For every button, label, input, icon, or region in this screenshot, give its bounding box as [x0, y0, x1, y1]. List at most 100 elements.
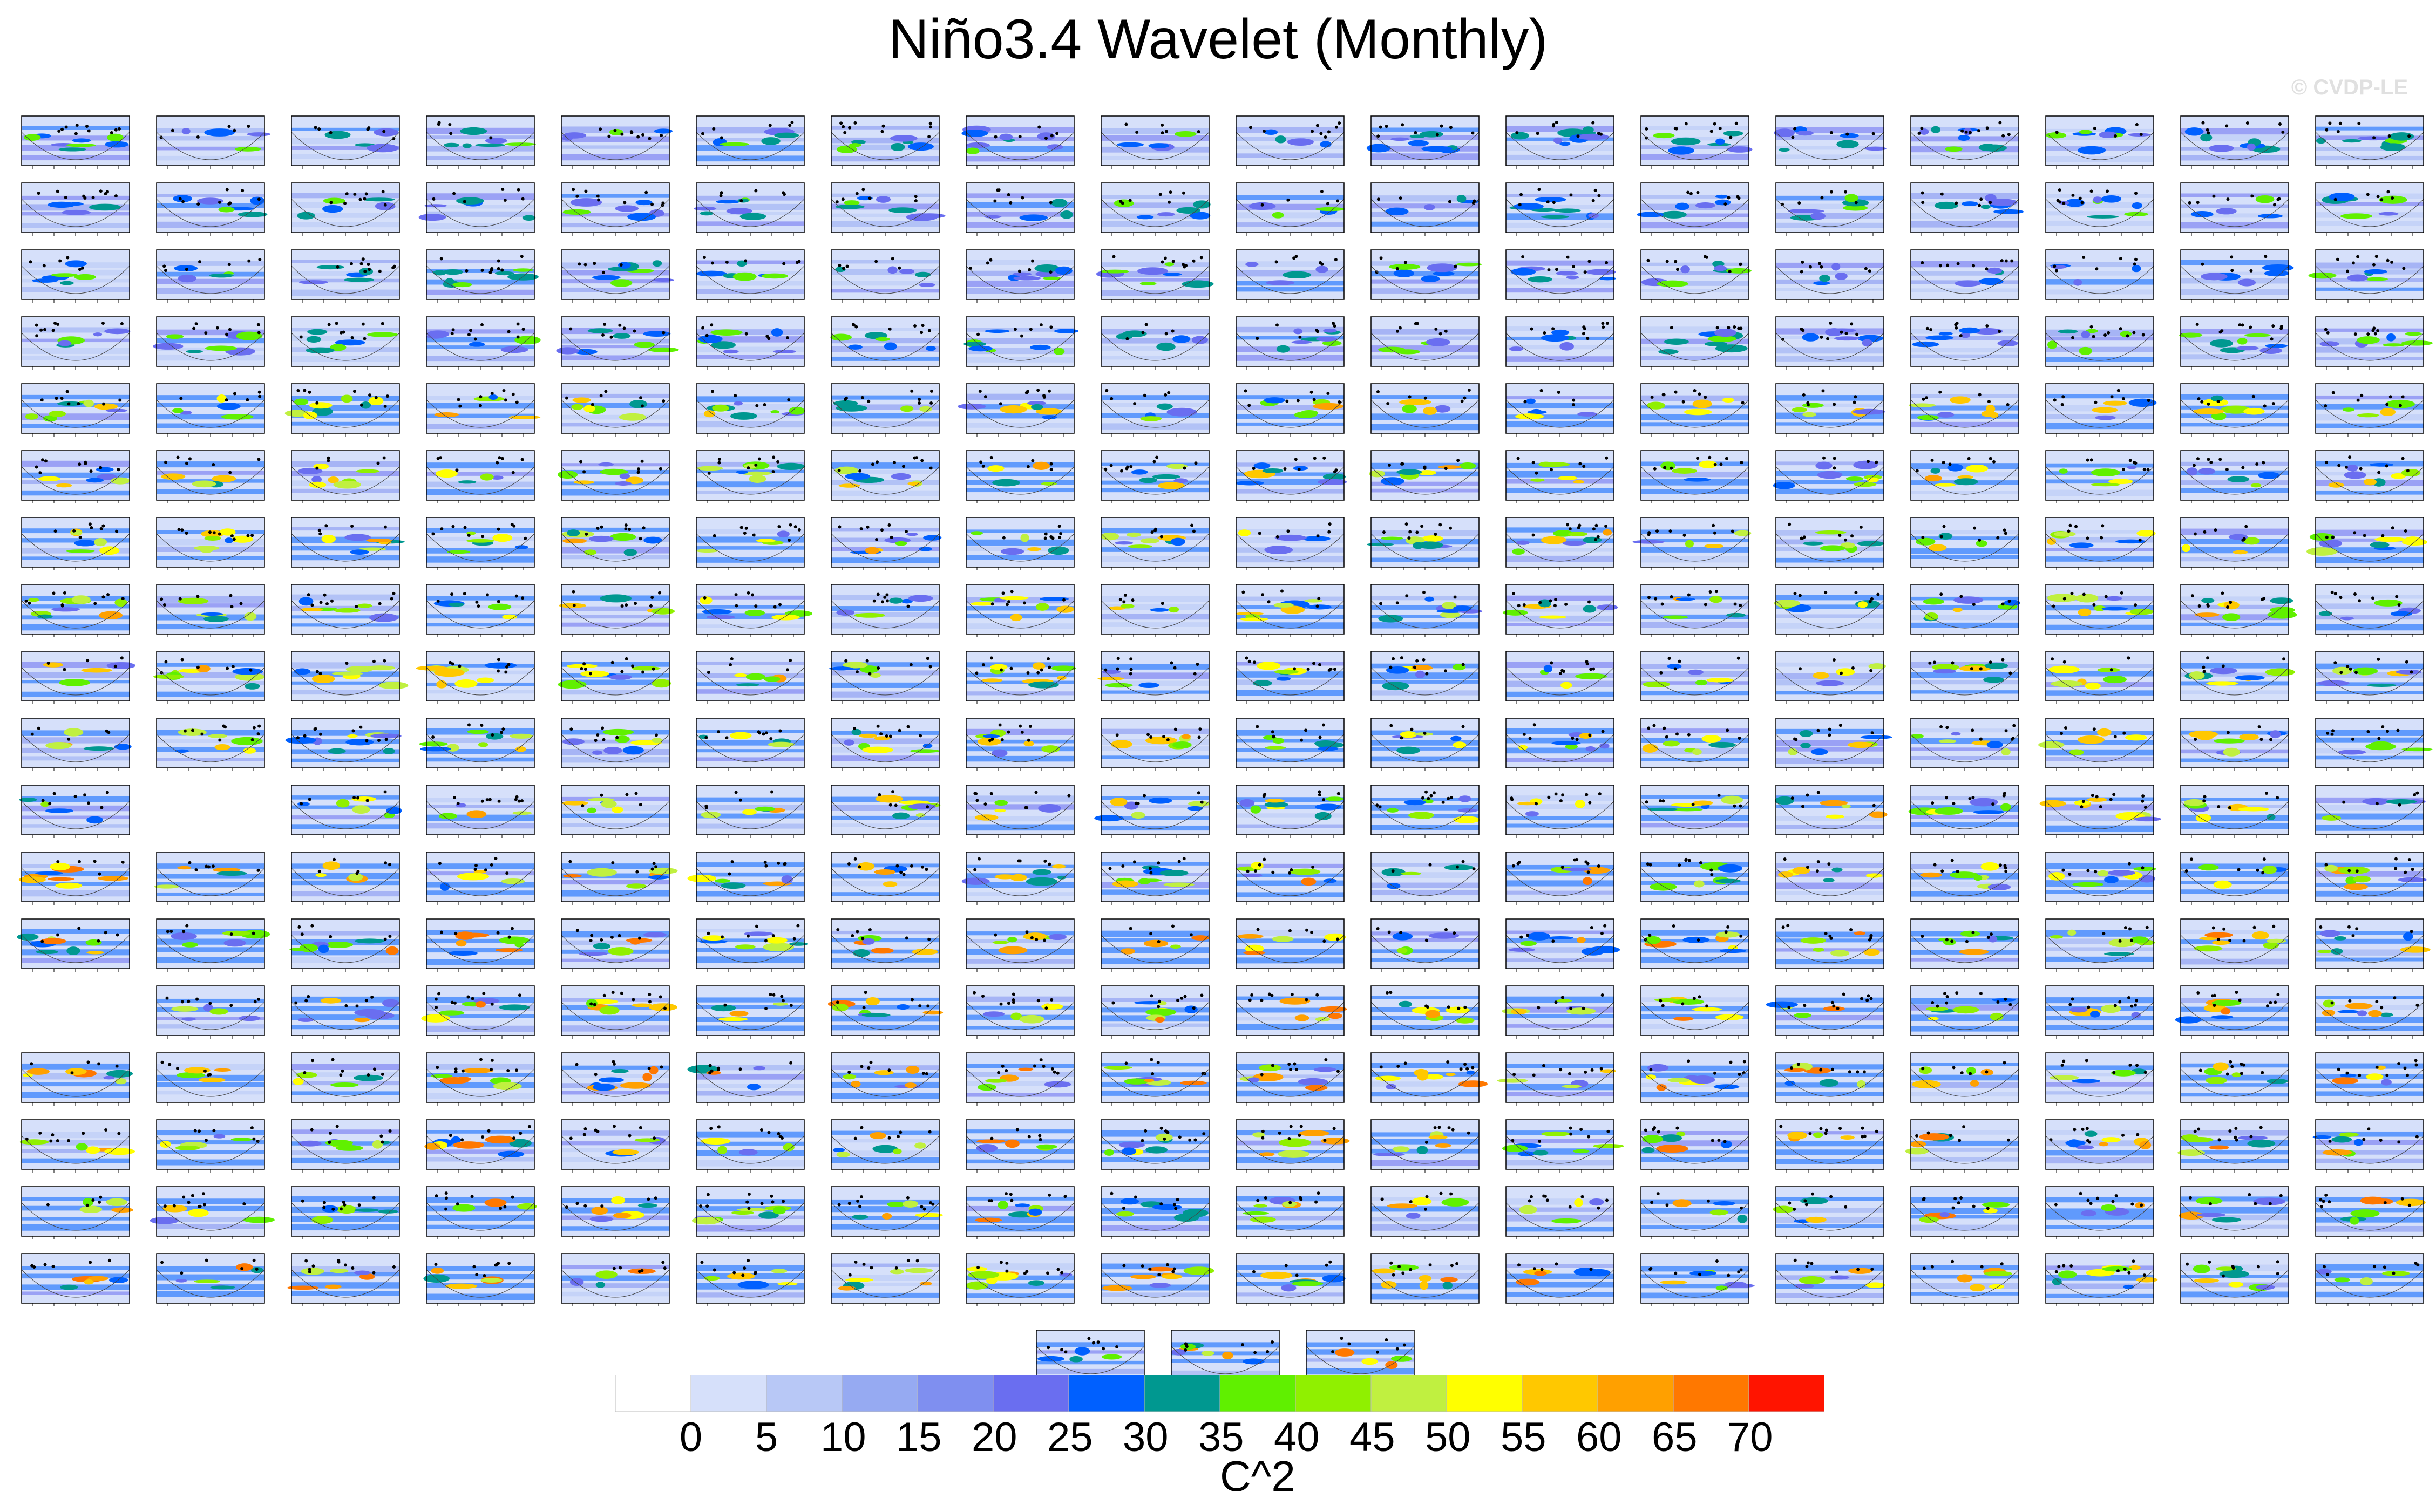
- panel-11-6: [831, 852, 940, 905]
- panel-17-6: [831, 1253, 940, 1306]
- panel-10-2: [291, 785, 402, 838]
- panel-1-5: [694, 182, 805, 236]
- panel-15-3: [424, 1119, 535, 1173]
- panel-9-3: [419, 718, 535, 771]
- panel-14-8: [1101, 1052, 1210, 1106]
- panel-11-0: [18, 852, 130, 905]
- panel-15-12: [1640, 1119, 1749, 1173]
- panel-15-11: [1502, 1119, 1624, 1173]
- panel-2-11: [1505, 249, 1616, 303]
- panel-8-9: [1236, 651, 1345, 704]
- panel-13-8: [1101, 985, 1210, 1039]
- panel-4-3: [426, 383, 541, 437]
- colorbar-box: [1219, 1375, 1296, 1412]
- panel-5-0: [21, 450, 130, 503]
- panel-8-15: [2045, 651, 2154, 704]
- colorbar-box: [615, 1375, 691, 1412]
- panel-17-3: [423, 1253, 535, 1306]
- panel-17-7: [966, 1253, 1075, 1306]
- panel-2-4: [561, 249, 675, 303]
- panel-2-5: [696, 249, 805, 303]
- panel-10-5: [696, 785, 805, 838]
- panel-14-14: [1910, 1052, 2019, 1106]
- panel-5-6: [831, 450, 940, 503]
- panel-10-11: [1505, 785, 1614, 838]
- panel-16-8: [1101, 1186, 1210, 1239]
- page-title: Niño3.4 Wavelet (Monthly): [888, 8, 1548, 71]
- panel-2-1: [156, 249, 265, 303]
- panel-15-2: [291, 1119, 400, 1173]
- panel-1-2: [291, 182, 400, 236]
- colorbar-box: [842, 1375, 918, 1412]
- panel-12-7: [966, 918, 1075, 972]
- panel-0-11: [1505, 115, 1614, 169]
- panel-15-10: [1370, 1119, 1480, 1173]
- panel-14-13: [1775, 1052, 1884, 1106]
- panel-4-17: [2315, 383, 2424, 437]
- panel-8-13: [1775, 651, 1887, 704]
- colorbar-tick-label: 40: [1274, 1414, 1320, 1460]
- panel-12-0: [17, 918, 130, 972]
- colorbar-box: [766, 1375, 843, 1412]
- panel-13-16: [2175, 985, 2289, 1039]
- panel-6-12: [1632, 517, 1752, 570]
- panel-15-4: [561, 1119, 670, 1173]
- panel-14-1: [156, 1052, 265, 1106]
- panel-17-13: [1775, 1253, 1885, 1306]
- panel-12-6: [831, 918, 940, 972]
- panel-0-6: [831, 115, 940, 169]
- panel-9-7: [966, 718, 1075, 771]
- panel-14-11: [1497, 1052, 1616, 1106]
- panel-4-16: [2180, 383, 2289, 437]
- panel-7-5: [696, 584, 813, 637]
- panel-12-17: [2315, 918, 2431, 972]
- colorbar-box: [1522, 1375, 1598, 1412]
- panel-8-6: [829, 651, 940, 704]
- panel-16-11: [1505, 1186, 1614, 1239]
- panel-1-17: [2315, 182, 2424, 236]
- panel-0-10: [1366, 115, 1480, 169]
- panel-14-4: [561, 1052, 670, 1106]
- panel-2-10: [1370, 249, 1482, 303]
- panel-0-14: [1910, 115, 2019, 169]
- panel-13-13: [1766, 985, 1884, 1039]
- panel-9-9: [1236, 718, 1345, 771]
- panel-2-8: [1096, 249, 1214, 303]
- panel-2-2: [291, 249, 400, 303]
- panel-15-14: [1905, 1119, 2019, 1173]
- panel-6-2: [291, 517, 405, 570]
- panel-4-8: [1101, 383, 1210, 437]
- panel-17-9: [1236, 1253, 1346, 1306]
- panel-7-13: [1774, 584, 1884, 637]
- panel-9-12: [1640, 718, 1749, 771]
- panel-1-7: [966, 182, 1075, 236]
- panel-2-9: [1236, 249, 1345, 303]
- panel-4-13: [1775, 383, 1885, 437]
- panel-4-0: [21, 383, 130, 437]
- panel-12-15: [2045, 918, 2155, 972]
- panel-17-1: [156, 1253, 265, 1306]
- panel-5-1: [156, 450, 265, 503]
- panel-5-14: [1910, 450, 2019, 503]
- panel-0-0: [21, 115, 130, 169]
- panel-14-9: [1236, 1052, 1345, 1106]
- panel-3-14: [1910, 316, 2019, 370]
- panel-17-16: [2180, 1253, 2289, 1306]
- panel-0-3: [426, 115, 536, 169]
- panel-1-15: [2045, 182, 2154, 236]
- panel-5-5: [696, 450, 805, 503]
- panel-5-2: [291, 450, 400, 503]
- panel-16-7: [966, 1186, 1075, 1239]
- panel-2-17: [2308, 249, 2424, 303]
- panel-9-16: [2180, 718, 2289, 771]
- colorbar-tick-label: 50: [1425, 1414, 1471, 1460]
- panel-9-4: [561, 718, 670, 771]
- panel-12-11: [1505, 918, 1620, 972]
- panel-3-13: [1775, 316, 1884, 370]
- colorbar-box: [1446, 1375, 1523, 1412]
- panel-17-15: [2045, 1253, 2158, 1306]
- panel-7-1: [156, 584, 265, 637]
- panel-4-11: [1505, 383, 1614, 437]
- panel-16-2: [291, 1186, 400, 1239]
